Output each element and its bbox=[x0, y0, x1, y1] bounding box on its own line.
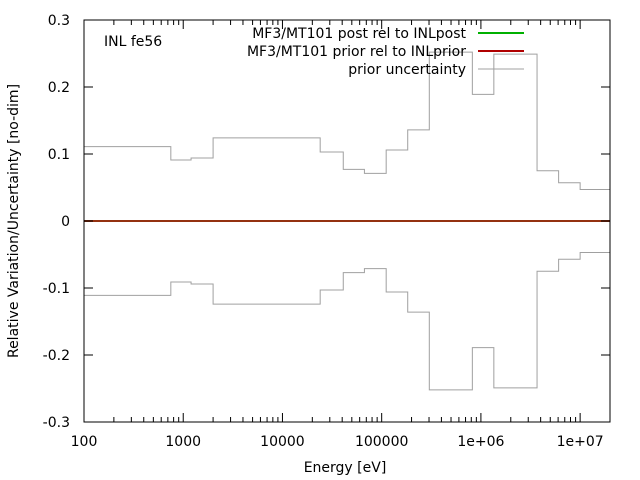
y-tick-label: 0.1 bbox=[48, 147, 70, 163]
uncertainty-lower-line bbox=[84, 251, 610, 391]
legend: MF3/MT101 post rel to INLpost MF3/MT101 p… bbox=[247, 26, 524, 78]
x-tick-label: 1e+07 bbox=[557, 434, 604, 450]
y-tick-label: 0.3 bbox=[48, 13, 70, 29]
legend-label: MF3/MT101 post rel to INLpost bbox=[252, 26, 466, 42]
y-tick-label: -0.1 bbox=[43, 281, 70, 297]
x-axis-label: Energy [eV] bbox=[304, 460, 387, 476]
y-tick-label: -0.3 bbox=[43, 415, 70, 431]
x-tick-label: 1e+06 bbox=[457, 434, 504, 450]
y-tick-label: -0.2 bbox=[43, 348, 70, 364]
y-tick-label: 0 bbox=[61, 214, 70, 230]
y-tick-label: 0.2 bbox=[48, 80, 70, 96]
x-tick-label: 100000 bbox=[355, 434, 408, 450]
legend-label: MF3/MT101 prior rel to INLprior bbox=[247, 44, 466, 60]
axis-ticks bbox=[83, 19, 610, 423]
chart-annotation: INL fe56 bbox=[104, 34, 162, 50]
uncertainty-upper-line bbox=[84, 51, 610, 191]
x-tick-label: 1000 bbox=[165, 434, 201, 450]
axis-tick-labels: -0.3 -0.2 -0.1 0 0.1 0.2 0.3 100 1000 10000 100000… bbox=[43, 13, 604, 450]
legend-label: prior uncertainty bbox=[348, 62, 466, 78]
x-tick-label: 10000 bbox=[260, 434, 305, 450]
y-axis-label: Relative Variation/Uncertainty [no-dim] bbox=[6, 84, 22, 358]
plot-marks bbox=[84, 51, 610, 391]
x-tick-label: 100 bbox=[71, 434, 98, 450]
